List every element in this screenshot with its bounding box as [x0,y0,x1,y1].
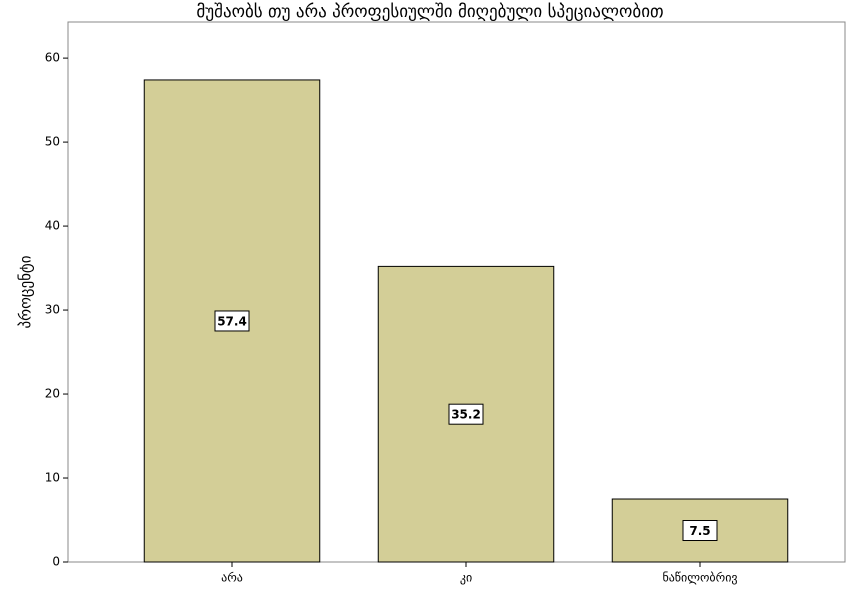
y-tick-label: 20 [45,387,60,401]
x-tick-label: არა [221,571,243,585]
x-tick-label: ნაწილობრივ [662,571,737,585]
y-tick-label: 50 [45,135,60,149]
value-label-box [214,310,250,332]
value-label-box [448,403,484,425]
value-label: 57.4 [217,314,247,328]
value-label: 35.2 [451,408,481,422]
value-label-box [682,520,718,542]
chart-title: მუშაობს თუ არა პროფესიულში მიღებული სპეც… [196,2,663,22]
x-tick-label: კი [460,571,472,585]
y-axis-label: პროცენტი [17,255,35,328]
y-tick-label: 40 [45,219,60,233]
y-tick-label: 10 [45,471,60,485]
y-tick-label: 30 [45,303,60,317]
y-tick-label: 60 [45,51,60,65]
y-tick-label: 0 [52,555,60,569]
value-label: 7.5 [689,524,710,538]
